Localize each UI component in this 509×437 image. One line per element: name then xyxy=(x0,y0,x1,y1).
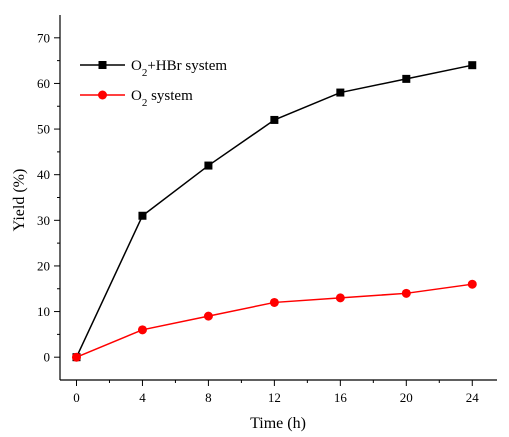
y-tick-label: 20 xyxy=(37,258,50,273)
data-point-circle xyxy=(335,293,345,303)
data-point-square xyxy=(468,61,477,70)
x-tick-label: 20 xyxy=(400,390,413,405)
data-point-square xyxy=(270,115,279,124)
y-axis-ticks: 0 10 20 30 40 50 60 70 xyxy=(37,30,60,365)
x-axis-ticks: 0 4 8 12 16 20 24 xyxy=(73,380,479,405)
plot-frame xyxy=(59,15,497,381)
legend-marker-circle xyxy=(98,90,107,100)
y-tick-label: 60 xyxy=(37,76,50,91)
data-point-square xyxy=(336,88,345,97)
series-line xyxy=(76,283,473,358)
legend-marker-square xyxy=(98,61,107,69)
data-point-circle xyxy=(71,352,81,362)
y-tick-label: 70 xyxy=(37,30,50,45)
x-tick-label: 24 xyxy=(466,390,480,405)
legend-label-part: system xyxy=(147,88,193,104)
y-tick-label: 0 xyxy=(44,350,51,365)
data-point-circle xyxy=(269,297,279,307)
y-tick-label: 30 xyxy=(37,213,50,228)
x-tick-label: 8 xyxy=(205,390,212,405)
legend-label: O2+HBr system xyxy=(131,58,227,79)
x-tick-label: 16 xyxy=(334,390,348,405)
legend-label-part: +HBr system xyxy=(147,58,227,74)
series-line xyxy=(75,64,473,358)
x-tick-label: 0 xyxy=(73,390,80,405)
y-tick-label: 50 xyxy=(37,122,50,137)
data-point-circle xyxy=(467,279,477,289)
data-point-circle xyxy=(137,325,147,335)
y-tick-label: 40 xyxy=(37,167,50,182)
legend-label-part: O xyxy=(131,88,142,104)
series-layer xyxy=(71,61,477,362)
data-point-circle xyxy=(401,288,411,298)
x-tick-label: 4 xyxy=(139,390,146,405)
data-point-circle xyxy=(203,311,213,321)
data-point-square xyxy=(402,74,411,83)
legend-label-part: 2 xyxy=(142,97,148,109)
data-point-square xyxy=(204,161,213,170)
data-point-square xyxy=(138,211,147,220)
x-axis-title: Time (h) xyxy=(250,415,306,432)
y-tick-label: 10 xyxy=(37,304,50,319)
legend-label-part: 2 xyxy=(142,67,148,79)
legend-label-part: O xyxy=(131,58,142,74)
x-tick-label: 12 xyxy=(268,390,281,405)
y-axis-title: Yield (%) xyxy=(11,169,28,232)
legend-label: O2 system xyxy=(131,88,193,109)
